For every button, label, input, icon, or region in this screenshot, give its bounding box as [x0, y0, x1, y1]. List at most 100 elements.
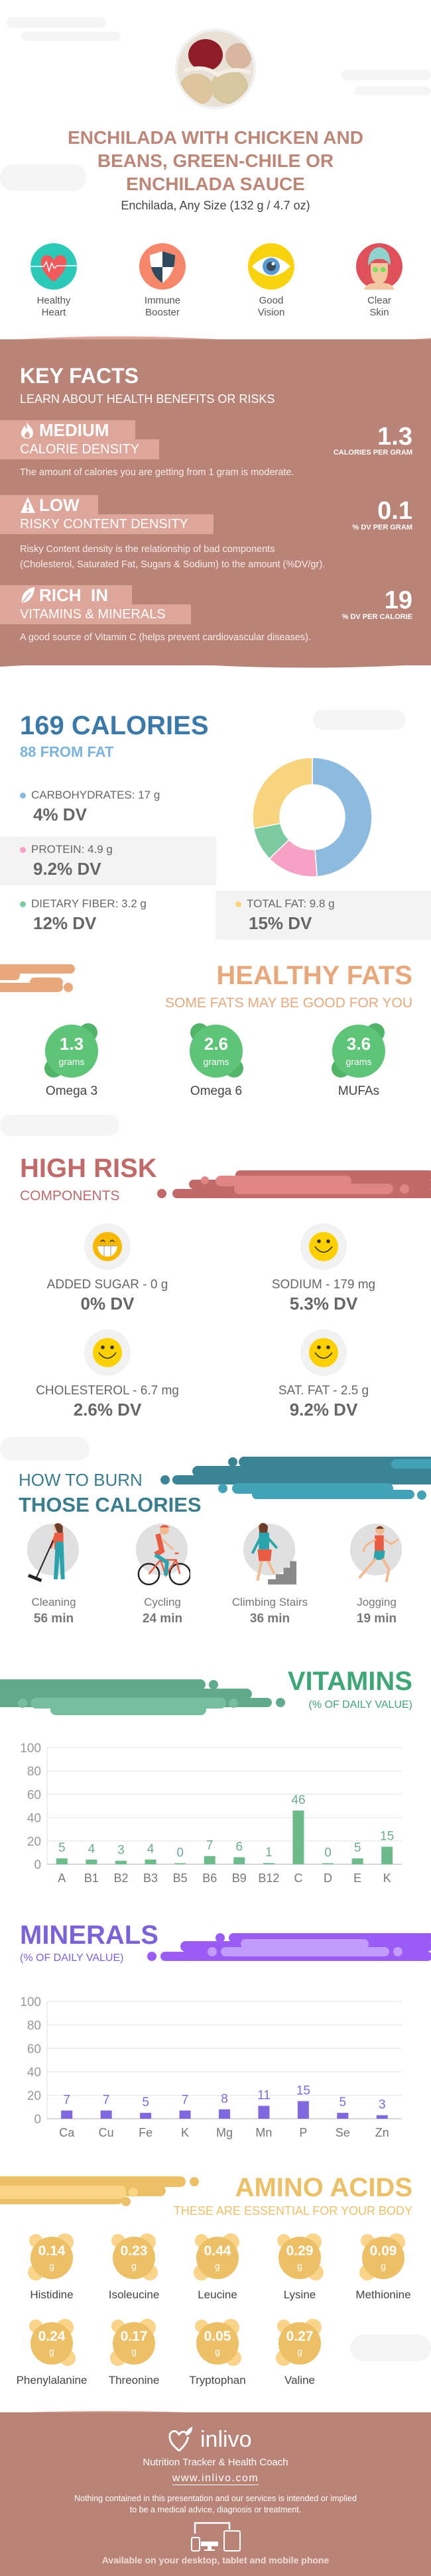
- y-tick-label: 60: [27, 1788, 41, 1802]
- fat-value: 2.6: [204, 1034, 229, 1054]
- bar-value-label: 5: [142, 2096, 149, 2109]
- climbing-stairs-icon: [243, 1523, 297, 1585]
- benefit-label: Immune Booster: [126, 295, 199, 319]
- activity-time: 19 min: [356, 1612, 397, 1626]
- description-line: A good source of Vitamin C (helps preven…: [20, 632, 311, 643]
- warning-icon: [21, 497, 35, 513]
- benefit-label-line: Clear: [367, 295, 391, 306]
- fact-level: RICH IN: [20, 585, 108, 605]
- donut-slice-total-fat: [252, 757, 313, 830]
- donut-slice-carbohydrates: [312, 757, 373, 877]
- disclaimer-line: to be a medical advice, diagnosis or tre…: [129, 2505, 302, 2514]
- amino-acids-title: AMINO ACIDS: [235, 2173, 412, 2202]
- fat-name: Omega 3: [45, 1084, 98, 1098]
- decor-cloud: [0, 1115, 119, 1136]
- macro-label: CARBOHYDRATES: 17 g: [31, 789, 160, 801]
- bar-b1: [86, 1859, 97, 1864]
- benefit-label-line: Good: [259, 295, 284, 306]
- amino-value: 0.05: [204, 2329, 231, 2344]
- activity-name: Cycling: [144, 1596, 181, 1608]
- x-tick-label: D: [324, 1872, 332, 1885]
- activity-name: Jogging: [357, 1596, 397, 1608]
- burn-title-line1: HOW TO BURN: [19, 1470, 143, 1490]
- fact-label: VITAMINS & MINERALS: [20, 607, 166, 622]
- amino-value: 0.14: [38, 2243, 66, 2259]
- bar-value-label: 7: [103, 2094, 110, 2107]
- fat-name: Omega 6: [190, 1084, 243, 1098]
- benefit-label-line: Skin: [369, 307, 389, 318]
- vitamins-title: VITAMINS: [287, 1667, 412, 1696]
- bar-value-label: 3: [117, 1844, 125, 1858]
- amino-unit: g: [297, 2261, 302, 2271]
- risk-item-sodium: SODIUM - 179 mg 5.3% DV: [237, 1223, 410, 1314]
- bar-value-label: 0: [324, 1846, 332, 1860]
- fat-badge-omega-6: 2.6 grams: [186, 1023, 246, 1079]
- blob-shape: [194, 2233, 239, 2280]
- healthy-fats-subtitle: SOME FATS MAY BE GOOD FOR YOU: [164, 995, 412, 1011]
- amino-unit: g: [131, 2346, 137, 2357]
- bar-b12: [263, 1863, 275, 1864]
- risk-label: SODIUM - 179 mg: [271, 1278, 376, 1292]
- fact-unit: % DV PER GRAM: [352, 524, 412, 532]
- bar-value-label: 5: [58, 1841, 66, 1855]
- y-tick-label: 0: [34, 2113, 41, 2127]
- inlivo-logo[interactable]: inlivo: [168, 2426, 268, 2453]
- decor-bar: [157, 1170, 431, 1198]
- fact-unit: % DV PER CALORIE: [341, 613, 412, 621]
- macro-label: DIETARY FIBER: 3.2 g: [31, 897, 147, 910]
- decor-cloud: [341, 70, 431, 80]
- fact-level-box: [0, 495, 98, 515]
- burn-title-line2: THOSE CALORIES: [19, 1493, 202, 1516]
- y-tick-label: 60: [27, 2043, 41, 2056]
- bar-d: [322, 1863, 334, 1864]
- risk-item-added-sugar: ADDED SUGAR - 0 g 0% DV: [21, 1223, 194, 1314]
- activity-cleaning: Cleaning 56 min: [4, 1519, 103, 1626]
- bar-value-label: 46: [291, 1793, 305, 1807]
- food-photo: [175, 28, 256, 109]
- bar-value-label: 4: [88, 1842, 95, 1856]
- amino-name: Histidine: [30, 2288, 74, 2301]
- macro-label: TOTAL FAT: 9.8 g: [247, 897, 335, 910]
- risk-item-sat-fat: SAT. FAT - 2.5 g 9.2% DV: [237, 1329, 410, 1420]
- bar-value-label: 7: [182, 2094, 189, 2107]
- fact-label-box: [0, 604, 191, 624]
- x-tick-label: Zn: [375, 2126, 389, 2139]
- bar-b6: [204, 1856, 216, 1864]
- amino-badge-threonine: 0.17 g: [109, 2318, 159, 2369]
- bar-k: [381, 1846, 393, 1864]
- x-tick-label: Cu: [99, 2126, 114, 2139]
- amino-name: Tryptophan: [189, 2374, 246, 2386]
- amino-badge-valine: 0.27 g: [275, 2318, 325, 2369]
- bar-b3: [145, 1859, 156, 1864]
- amino-unit: g: [215, 2346, 220, 2357]
- fact-value: 0.1: [377, 497, 412, 525]
- face-mask-icon: [356, 243, 402, 290]
- activity-cycling: Cycling 24 min: [113, 1519, 212, 1626]
- x-tick-label: Fe: [139, 2126, 153, 2139]
- decor-cloud: [0, 164, 86, 191]
- blob-shape: [277, 2233, 324, 2280]
- fact-label: CALORIE DENSITY: [20, 442, 140, 457]
- fat-badge-mufas: 3.6 grams: [329, 1023, 389, 1079]
- bar-a: [56, 1858, 68, 1864]
- smiling-face-icon: [300, 1329, 347, 1376]
- amino-badge-isoleucine: 0.23 g: [109, 2233, 159, 2283]
- bar-value-label: 15: [296, 2084, 310, 2098]
- beans-sacks-photo: [178, 31, 253, 107]
- y-tick-label: 80: [27, 2019, 41, 2033]
- decor-bar: [0, 1679, 285, 1715]
- shield-icon: [139, 243, 186, 290]
- x-tick-label: B5: [173, 1872, 188, 1885]
- bar-value-label: 7: [206, 1839, 214, 1853]
- amino-name: Valine: [284, 2374, 315, 2386]
- amino-name: Threonine: [108, 2374, 160, 2386]
- amino-badge-methionine: 0.09 g: [358, 2233, 408, 2283]
- fact-value: 19: [384, 587, 412, 614]
- footer-url-link[interactable]: www.inlivo.com: [172, 2473, 259, 2485]
- cycling-icon: [135, 1524, 190, 1585]
- x-tick-label: E: [353, 1872, 361, 1885]
- x-tick-label: B2: [113, 1872, 128, 1885]
- footer: [0, 2412, 431, 2576]
- macro-label: PROTEIN: 4.9 g: [31, 843, 113, 856]
- fat-value: 1.3: [59, 1034, 84, 1054]
